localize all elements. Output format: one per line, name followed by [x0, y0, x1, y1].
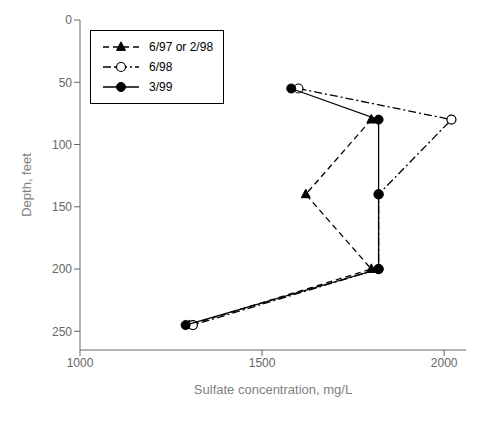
svg-text:50: 50 — [59, 76, 73, 90]
html-text:6/97 or 2/98: 6/97 or 2/98 — [149, 40, 214, 54]
svg-text:0: 0 — [65, 13, 72, 27]
html-text:6/98: 6/98 — [149, 60, 173, 74]
svg-text:200: 200 — [52, 262, 72, 276]
svg-text:250: 250 — [52, 325, 72, 339]
svg-text:150: 150 — [52, 200, 72, 214]
svg-text:Depth, feet: Depth, feet — [19, 153, 34, 217]
svg-text:1000: 1000 — [67, 356, 94, 370]
svg-text:100: 100 — [52, 138, 72, 152]
svg-text:2000: 2000 — [431, 356, 458, 370]
svg-text:1500: 1500 — [249, 356, 276, 370]
html-text:3/99: 3/99 — [149, 80, 173, 94]
svg-text:Sulfate concentration, mg/L: Sulfate concentration, mg/L — [194, 382, 352, 397]
